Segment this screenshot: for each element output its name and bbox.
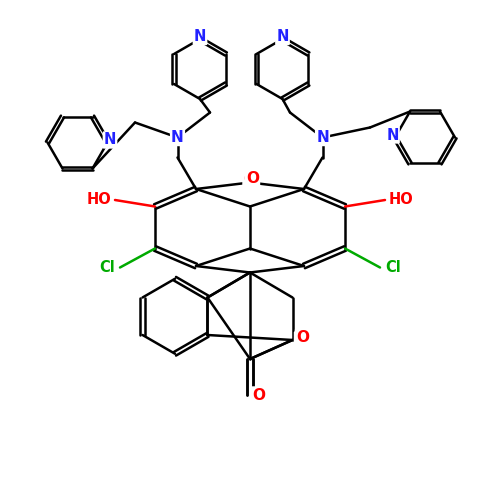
- Text: O: O: [295, 332, 308, 347]
- Text: N: N: [171, 130, 184, 145]
- Text: N: N: [386, 128, 398, 142]
- Text: HO: HO: [389, 192, 414, 208]
- Text: O: O: [252, 388, 266, 402]
- Text: O: O: [246, 171, 259, 186]
- Text: O: O: [251, 390, 264, 405]
- Text: N: N: [104, 132, 116, 148]
- Text: Cl: Cl: [99, 260, 115, 275]
- Text: N: N: [276, 29, 288, 44]
- Text: N: N: [194, 29, 206, 44]
- Text: N: N: [316, 130, 329, 145]
- Text: Cl: Cl: [385, 260, 400, 275]
- Text: HO: HO: [86, 192, 111, 208]
- Text: O: O: [244, 172, 256, 188]
- Text: O: O: [296, 330, 309, 345]
